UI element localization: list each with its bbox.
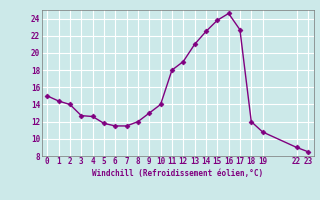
X-axis label: Windchill (Refroidissement éolien,°C): Windchill (Refroidissement éolien,°C) [92,169,263,178]
